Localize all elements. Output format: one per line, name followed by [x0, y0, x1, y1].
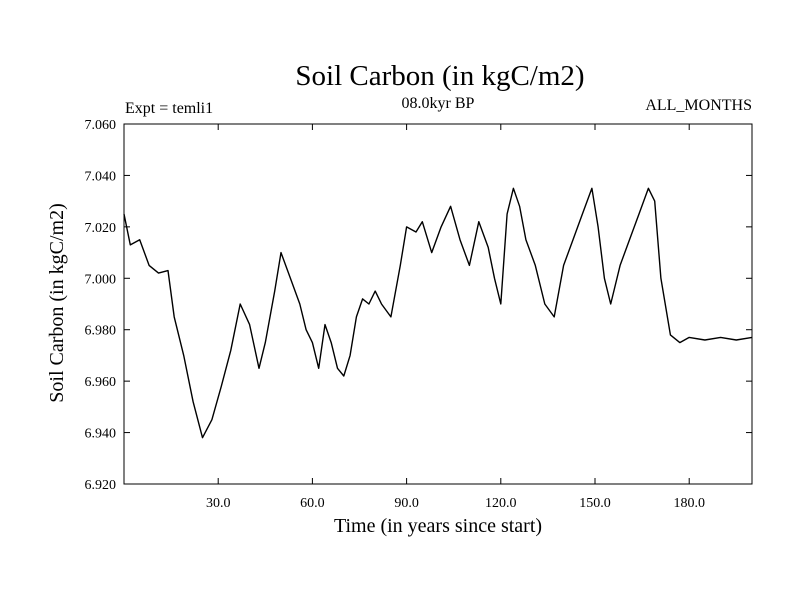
y-axis-ticks: 6.920 6.940 6.960 6.980 7.000 7.020 7.040 7.060 [85, 118, 752, 493]
x-tick-label: 120.0 [485, 496, 517, 511]
months-label: ALL_MONTHS [645, 97, 752, 114]
y-tick-label: 7.060 [85, 118, 117, 133]
y-tick-label: 7.000 [85, 272, 117, 287]
y-tick-label: 6.980 [85, 324, 117, 339]
chart-title: Soil Carbon (in kgC/m2) [295, 60, 584, 92]
series-line [123, 187, 753, 439]
y-tick-label: 6.960 [85, 375, 117, 390]
x-axis-ticks: 30.0 60.0 90.0 120.0 150.0 180.0 [206, 124, 705, 511]
y-tick-label: 6.920 [85, 478, 117, 493]
series-layer [123, 187, 753, 439]
y-tick-label: 7.020 [85, 221, 117, 236]
x-tick-label: 30.0 [206, 496, 231, 511]
plot-frame [123, 123, 753, 485]
x-tick-label: 180.0 [673, 496, 705, 511]
period-label: 08.0kyr BP [402, 95, 475, 112]
x-tick-label: 150.0 [579, 496, 611, 511]
y-tick-label: 6.940 [85, 427, 117, 442]
y-tick-label: 7.040 [85, 169, 117, 184]
x-tick-label: 60.0 [300, 496, 325, 511]
y-axis-label: Soil Carbon (in kgC/m2) [46, 203, 68, 402]
experiment-label: Expt = temli1 [125, 100, 213, 117]
x-axis-label: Time (in years since start) [334, 515, 542, 537]
x-tick-label: 90.0 [394, 496, 419, 511]
